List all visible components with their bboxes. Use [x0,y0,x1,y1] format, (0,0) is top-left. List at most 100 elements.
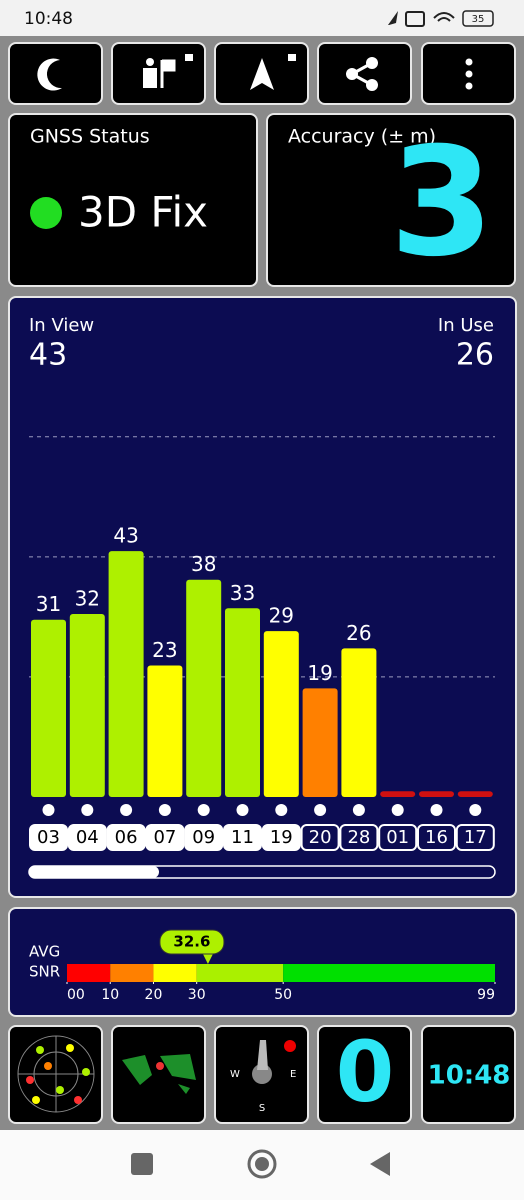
satellite-id-box[interactable] [300,824,340,851]
battery-icon [462,10,494,27]
avg-bubble [159,929,225,955]
clock-widget[interactable] [421,1025,516,1124]
snr-bar [380,791,416,797]
fix-status: 3D Fix [78,188,208,237]
snr-label: 33 [230,581,255,605]
flag-icon [160,59,176,88]
avg-snr-panel [8,907,517,1017]
snr-bar [108,551,144,797]
satellite-id-box[interactable] [145,824,185,851]
snr-bar [186,579,222,797]
snr-label: 26 [346,621,371,645]
satellite-id: 20 [309,827,332,848]
toolbar [8,42,516,105]
share-node [366,57,378,69]
snr-tick-label: 20 [145,987,163,1003]
satellite-id-box[interactable] [223,824,262,851]
accuracy-value: 3 [390,116,494,290]
moon-icon [37,58,62,91]
satellite-id-box[interactable] [417,824,456,851]
home-button[interactable] [247,1149,277,1179]
snr-label: 29 [269,604,294,628]
in-view-label: In View [29,315,94,336]
person-icon [146,58,154,66]
gnss-title: GNSS Status [30,126,150,148]
snr-label: SNR [29,963,60,981]
in-use-label: In Use [438,315,494,336]
satellite-id: 04 [76,827,99,848]
recents-button[interactable] [131,1153,153,1175]
snr-bar [419,791,454,797]
share-button[interactable] [317,42,412,105]
snr-bar [147,665,183,797]
satellite-id-box[interactable] [67,824,107,851]
snr-band [110,964,154,982]
position-marker [156,1062,164,1070]
waypoint-button[interactable] [111,42,206,105]
status-bar [0,0,524,36]
snr-label: 19 [307,661,332,685]
satellite-id-box[interactable] [184,824,224,851]
satellite-dot [469,804,482,816]
share-node [346,68,358,80]
satellite-dot [352,804,365,816]
map-widget[interactable] [111,1025,206,1124]
satellite-id: 28 [347,827,370,848]
satellite-dot [197,804,210,816]
compass-east: E [290,1069,296,1080]
snr-label: 43 [113,524,138,548]
snr-label: 31 [36,592,61,616]
satellite-id: 11 [231,827,254,848]
night-mode-button[interactable] [8,42,103,105]
snr-bar [457,791,493,797]
satellite-id-box[interactable] [455,824,495,851]
snr-tick-label: 50 [274,987,292,1003]
compass-marker [284,1040,296,1052]
satellite-id-box[interactable] [378,824,418,851]
clock: 10:48 [428,1061,511,1091]
snr-label: 38 [191,552,216,576]
avg-value: 32.6 [173,933,210,951]
satellite-id: 16 [425,827,448,848]
satellite-id-box[interactable] [106,824,146,851]
sky-satellites [26,1044,90,1104]
snr-tick-label: 00 [67,987,85,1003]
back-button[interactable] [370,1152,390,1176]
snr-bar [31,619,66,797]
snr-bar [69,614,105,797]
snr-band [153,964,197,982]
satellite-id: 19 [270,827,293,848]
avg-label: AVG [29,943,60,961]
satellite-id-box[interactable] [29,824,68,851]
snr-tick-label: 99 [477,987,495,1003]
speed-widget[interactable] [317,1025,412,1124]
scroll-thumb[interactable] [29,866,159,878]
satellite-id: 09 [192,827,215,848]
snr-band [283,964,495,982]
battery-level: 35 [472,14,485,25]
in-use-count: 26 [456,338,494,373]
satellite-id: 17 [464,827,487,848]
sky-cross [18,1036,94,1112]
satellite-dot [120,804,133,816]
wifi-icon [433,12,455,22]
satellite-id: 01 [386,827,409,848]
snr-bar [341,648,377,797]
snr-tick-label: 10 [101,987,119,1003]
share-node [366,79,378,91]
fix-indicator [30,197,62,229]
in-view-count: 43 [29,338,67,373]
accuracy-title: Accuracy (± m) [288,126,436,148]
snr-bar [263,631,299,797]
status-time: 10:48 [24,9,73,29]
speed-value: 0 [336,1023,394,1121]
snr-band [196,964,284,982]
snr-bar [225,608,260,797]
satellite-id-box[interactable] [261,824,301,851]
location-icon [388,11,398,25]
menu-dot [465,70,473,78]
satellite-id: 03 [37,827,60,848]
snr-band [67,964,111,982]
satellite-id-box[interactable] [339,824,379,851]
